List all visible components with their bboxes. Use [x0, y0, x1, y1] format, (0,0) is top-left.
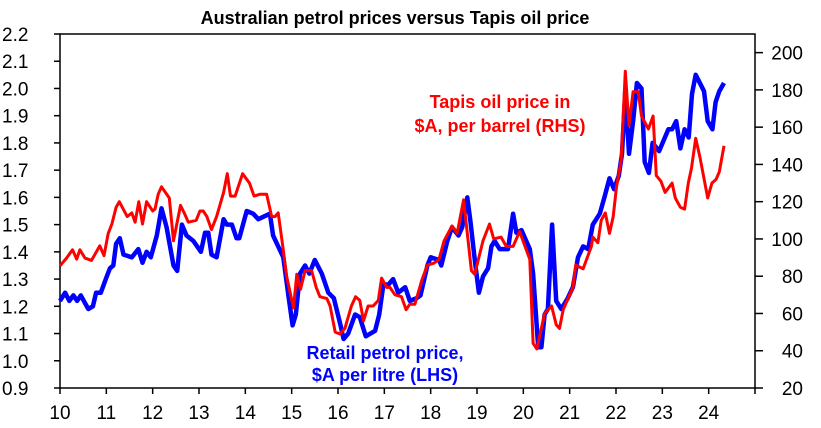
left-tick-label: 1.0 [2, 352, 28, 373]
left-tick-label: 0.9 [2, 379, 28, 400]
x-tick-label: 10 [49, 403, 70, 424]
left-tick-label: 2.2 [2, 25, 28, 46]
right-tick-label: 80 [782, 267, 803, 288]
right-tick-label: 100 [771, 230, 803, 251]
left-tick-label: 1.6 [2, 188, 28, 209]
right-tick-label: 140 [771, 155, 803, 176]
x-tick-label: 24 [698, 403, 720, 424]
x-tick-label: 18 [420, 403, 441, 424]
right-tick-label: 60 [782, 304, 803, 325]
left-tick-label: 1.9 [2, 107, 28, 128]
x-tick-label: 17 [374, 403, 395, 424]
left-tick-label: 2.0 [2, 79, 28, 100]
oil-price-line [58, 69, 726, 351]
left-tick-label: 1.1 [2, 325, 28, 346]
oil-annotation-line2: $A, per barrel (RHS) [414, 116, 585, 136]
x-tick-label: 13 [188, 403, 209, 424]
right-tick-label: 120 [771, 193, 803, 214]
left-tick-label: 1.2 [2, 297, 28, 318]
petrol-annotation-line2: $A per litre (LHS) [312, 365, 458, 385]
x-tick-label: 16 [327, 403, 348, 424]
x-axis: 10 11 12 13 14 15 16 17 18 19 20 21 22 23 24 [49, 388, 756, 424]
right-tick-label: 40 [782, 342, 803, 363]
right-tick-label: 160 [771, 118, 803, 139]
oil-annotation-line1: Tapis oil price in [430, 92, 571, 112]
x-tick-label: 20 [513, 403, 534, 424]
chart-title: Australian petrol prices versus Tapis oi… [201, 8, 590, 28]
x-tick-label: 14 [235, 403, 257, 424]
plot-frame [59, 33, 756, 389]
right-tick-label: 180 [771, 81, 803, 102]
x-tick-label: 12 [142, 403, 163, 424]
right-tick-label: 20 [782, 379, 803, 400]
petrol-annotation-line1: Retail petrol price, [306, 343, 463, 363]
x-tick-label: 11 [96, 403, 116, 424]
x-tick-label: 21 [559, 403, 580, 424]
left-tick-label: 1.4 [2, 243, 29, 264]
x-tick-label: 23 [652, 403, 673, 424]
right-axis: 20 40 60 80 100 120 140 160 180 200 [755, 44, 803, 400]
left-axis: 0.9 1.0 1.1 1.2 1.3 1.4 1.5 1.6 1.7 1.8 1.9 2.0 2.1 2… [2, 25, 60, 400]
left-tick-label: 1.7 [2, 161, 28, 182]
x-tick-label: 19 [466, 403, 487, 424]
left-tick-label: 1.3 [2, 270, 28, 291]
left-tick-label: 1.8 [2, 134, 28, 155]
left-tick-label: 2.1 [2, 52, 28, 73]
left-tick-label: 1.5 [2, 216, 28, 237]
x-tick-label: 22 [605, 403, 626, 424]
series-group [58, 69, 726, 351]
x-tick-label: 15 [281, 403, 302, 424]
right-tick-label: 200 [771, 44, 803, 65]
